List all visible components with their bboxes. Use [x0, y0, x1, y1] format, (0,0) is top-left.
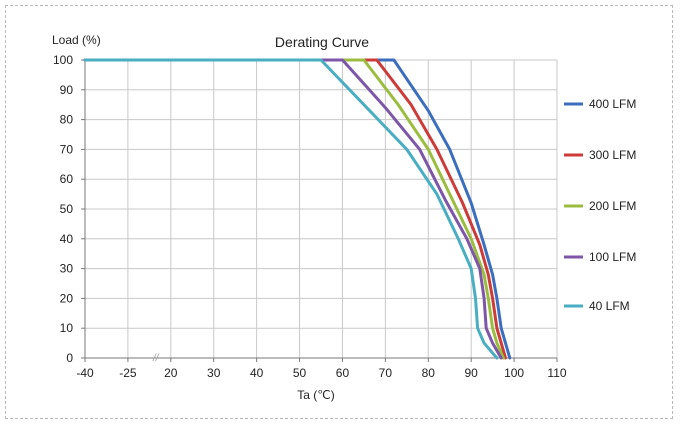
legend-label: 200 LFM	[589, 199, 636, 213]
y-tick-label: 100	[53, 53, 73, 67]
x-tick-label: -40	[76, 366, 94, 380]
y-tick-label: 0	[66, 351, 73, 365]
y-tick-label: 60	[60, 172, 74, 186]
series-line-40-lfm	[83, 58, 499, 360]
x-tick-label: 110	[547, 366, 566, 380]
series-line-400-lfm	[83, 58, 512, 360]
x-tick-label: 20	[164, 366, 178, 380]
x-tick-label: 30	[207, 366, 221, 380]
x-tick-label: 60	[336, 366, 350, 380]
y-tick-label: 50	[60, 202, 74, 216]
y-tick-label: 90	[60, 83, 74, 97]
y-tick-label: 40	[60, 232, 74, 246]
series-line-100-lfm	[83, 58, 503, 360]
x-tick-label: 90	[465, 366, 479, 380]
y-tick-label: 10	[60, 321, 74, 335]
x-tick-label: 50	[293, 366, 307, 380]
x-tick-label: 80	[422, 366, 436, 380]
x-tick-label: -25	[119, 366, 137, 380]
series-line-300-lfm	[83, 58, 507, 360]
y-axis-label: Load (%)	[52, 33, 101, 47]
axes: -40 -25 20 30 40 50 60 70 80 90 100 110 0 10 20 30 40 50 6…	[53, 53, 567, 380]
x-tick-label: 70	[379, 366, 393, 380]
legend-label: 300 LFM	[589, 148, 636, 162]
y-tick-label: 30	[60, 262, 74, 276]
x-tick-label: 100	[504, 366, 524, 380]
legend-label: 400 LFM	[589, 97, 636, 111]
series-line-200-lfm	[83, 58, 505, 360]
legend: 400 LFM 300 LFM 200 LFM 100 LFM 40 LFM	[564, 97, 636, 313]
axis-break-mark: //	[152, 353, 160, 364]
x-tick-label: 40	[250, 366, 264, 380]
y-tick-label: 80	[60, 113, 74, 127]
x-axis-label: Ta (℃)	[297, 388, 334, 402]
chart-frame	[5, 5, 673, 419]
series-group	[83, 58, 512, 360]
legend-label: 100 LFM	[589, 250, 636, 264]
y-tick-label: 20	[60, 291, 74, 305]
y-tick-label: 70	[60, 142, 74, 156]
legend-label: 40 LFM	[589, 299, 630, 313]
chart-title: Derating Curve	[275, 34, 369, 50]
